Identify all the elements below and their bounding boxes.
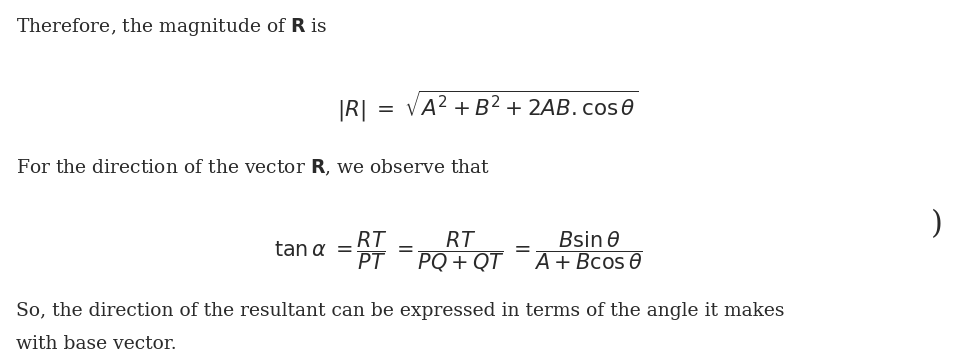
Text: So, the direction of the resultant can be expressed in terms of the angle it mak: So, the direction of the resultant can b… (16, 302, 784, 320)
Text: For the direction of the vector $\mathbf{R}$, we observe that: For the direction of the vector $\mathbf… (16, 157, 490, 178)
Text: $|R|\; =\; \sqrt{A^2 + B^2 + 2AB.\cos\theta}$: $|R|\; =\; \sqrt{A^2 + B^2 + 2AB.\cos\th… (336, 89, 639, 124)
Text: $\tan\alpha\; =\dfrac{RT}{PT}\; =\dfrac{RT}{PQ+QT}\; =\dfrac{B\sin\theta}{A+B\co: $\tan\alpha\; =\dfrac{RT}{PT}\; =\dfrac{… (274, 230, 643, 274)
Text: Therefore, the magnitude of $\mathbf{R}$ is: Therefore, the magnitude of $\mathbf{R}$… (16, 16, 328, 38)
Text: ): ) (931, 209, 943, 240)
Text: with base vector.: with base vector. (16, 335, 176, 353)
